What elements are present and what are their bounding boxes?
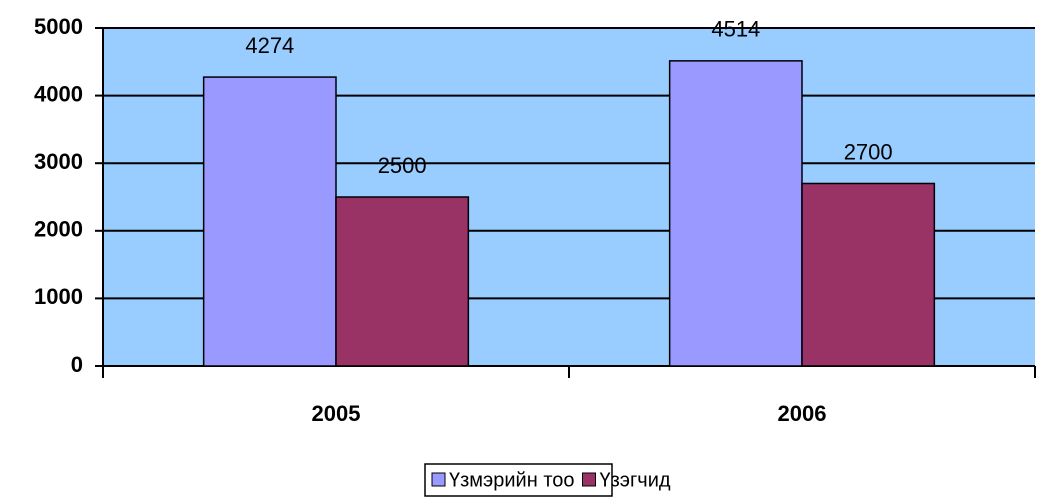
bar — [668, 60, 803, 367]
data-label: 2700 — [844, 139, 893, 164]
bar — [202, 76, 337, 367]
x-tick-label: 2006 — [778, 401, 827, 426]
data-label: 2500 — [378, 153, 427, 178]
legend-swatch — [431, 472, 446, 487]
data-label: 4514 — [711, 17, 760, 42]
bar — [335, 196, 470, 367]
legend-label: Үзэгчид — [600, 469, 671, 491]
y-tick-label: 5000 — [34, 14, 83, 39]
legend-swatch — [582, 472, 596, 487]
y-tick-label: 0 — [71, 352, 83, 377]
y-tick-label: 3000 — [34, 149, 83, 174]
legend-box — [424, 463, 613, 497]
y-tick-label: 2000 — [34, 217, 83, 242]
y-tick-label: 4000 — [34, 81, 83, 106]
x-tick-label: 2005 — [312, 401, 361, 426]
data-label: 4274 — [245, 33, 294, 58]
bar — [801, 182, 936, 367]
y-tick-label: 1000 — [34, 284, 83, 309]
legend-label: Үзмэрийн тоо — [449, 469, 575, 491]
